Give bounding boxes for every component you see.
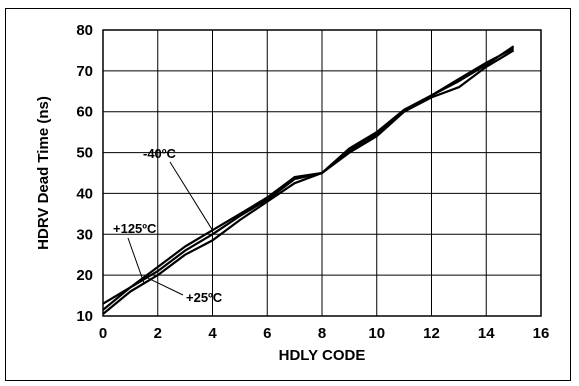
- y-axis-title: HDRV Dead Time (ns): [35, 96, 52, 250]
- x-tick-label: 4: [208, 325, 217, 342]
- x-tick-label: 2: [154, 325, 162, 342]
- y-tick-label: 20: [76, 267, 93, 284]
- x-tick-label: 6: [263, 325, 271, 342]
- annotation-leader-125-c: [127, 237, 145, 284]
- y-tick-label: 40: [76, 185, 93, 202]
- x-tick-label: 14: [478, 325, 495, 342]
- x-tick-label: 8: [318, 325, 326, 342]
- annotation-leader-25-c: [146, 277, 184, 296]
- annotation-label-125-c: +125ºC: [113, 221, 157, 236]
- y-tick-label: 80: [76, 22, 93, 39]
- annotation-label-25-c: +25ºC: [186, 290, 223, 305]
- x-tick-label: 0: [99, 325, 107, 342]
- series-line-125-c: [102, 49, 515, 315]
- x-tick-label: 12: [423, 325, 440, 342]
- y-tick-label: 30: [76, 226, 93, 243]
- annotations: -40ºC +125ºC +25ºC: [113, 146, 223, 305]
- y-tick-label: 10: [76, 308, 93, 325]
- series-group: [102, 45, 515, 315]
- plot-area-border: [102, 29, 542, 317]
- annotation-label-40-c: -40ºC: [143, 146, 177, 161]
- x-tick-label: 16: [533, 325, 550, 342]
- x-axis-title: HDLY CODE: [279, 347, 366, 364]
- x-tick-label: 10: [368, 325, 385, 342]
- series-line-25-c: [102, 45, 515, 311]
- y-tick-label: 70: [76, 63, 93, 80]
- annotation-leader-40-c: [169, 161, 213, 231]
- y-tick-label: 50: [76, 145, 93, 162]
- y-tick-label: 60: [76, 104, 93, 121]
- tick-labels: 0 2 4 6 8 10 12 14 16 10 20 30 40 50 60 70 80: [76, 22, 549, 342]
